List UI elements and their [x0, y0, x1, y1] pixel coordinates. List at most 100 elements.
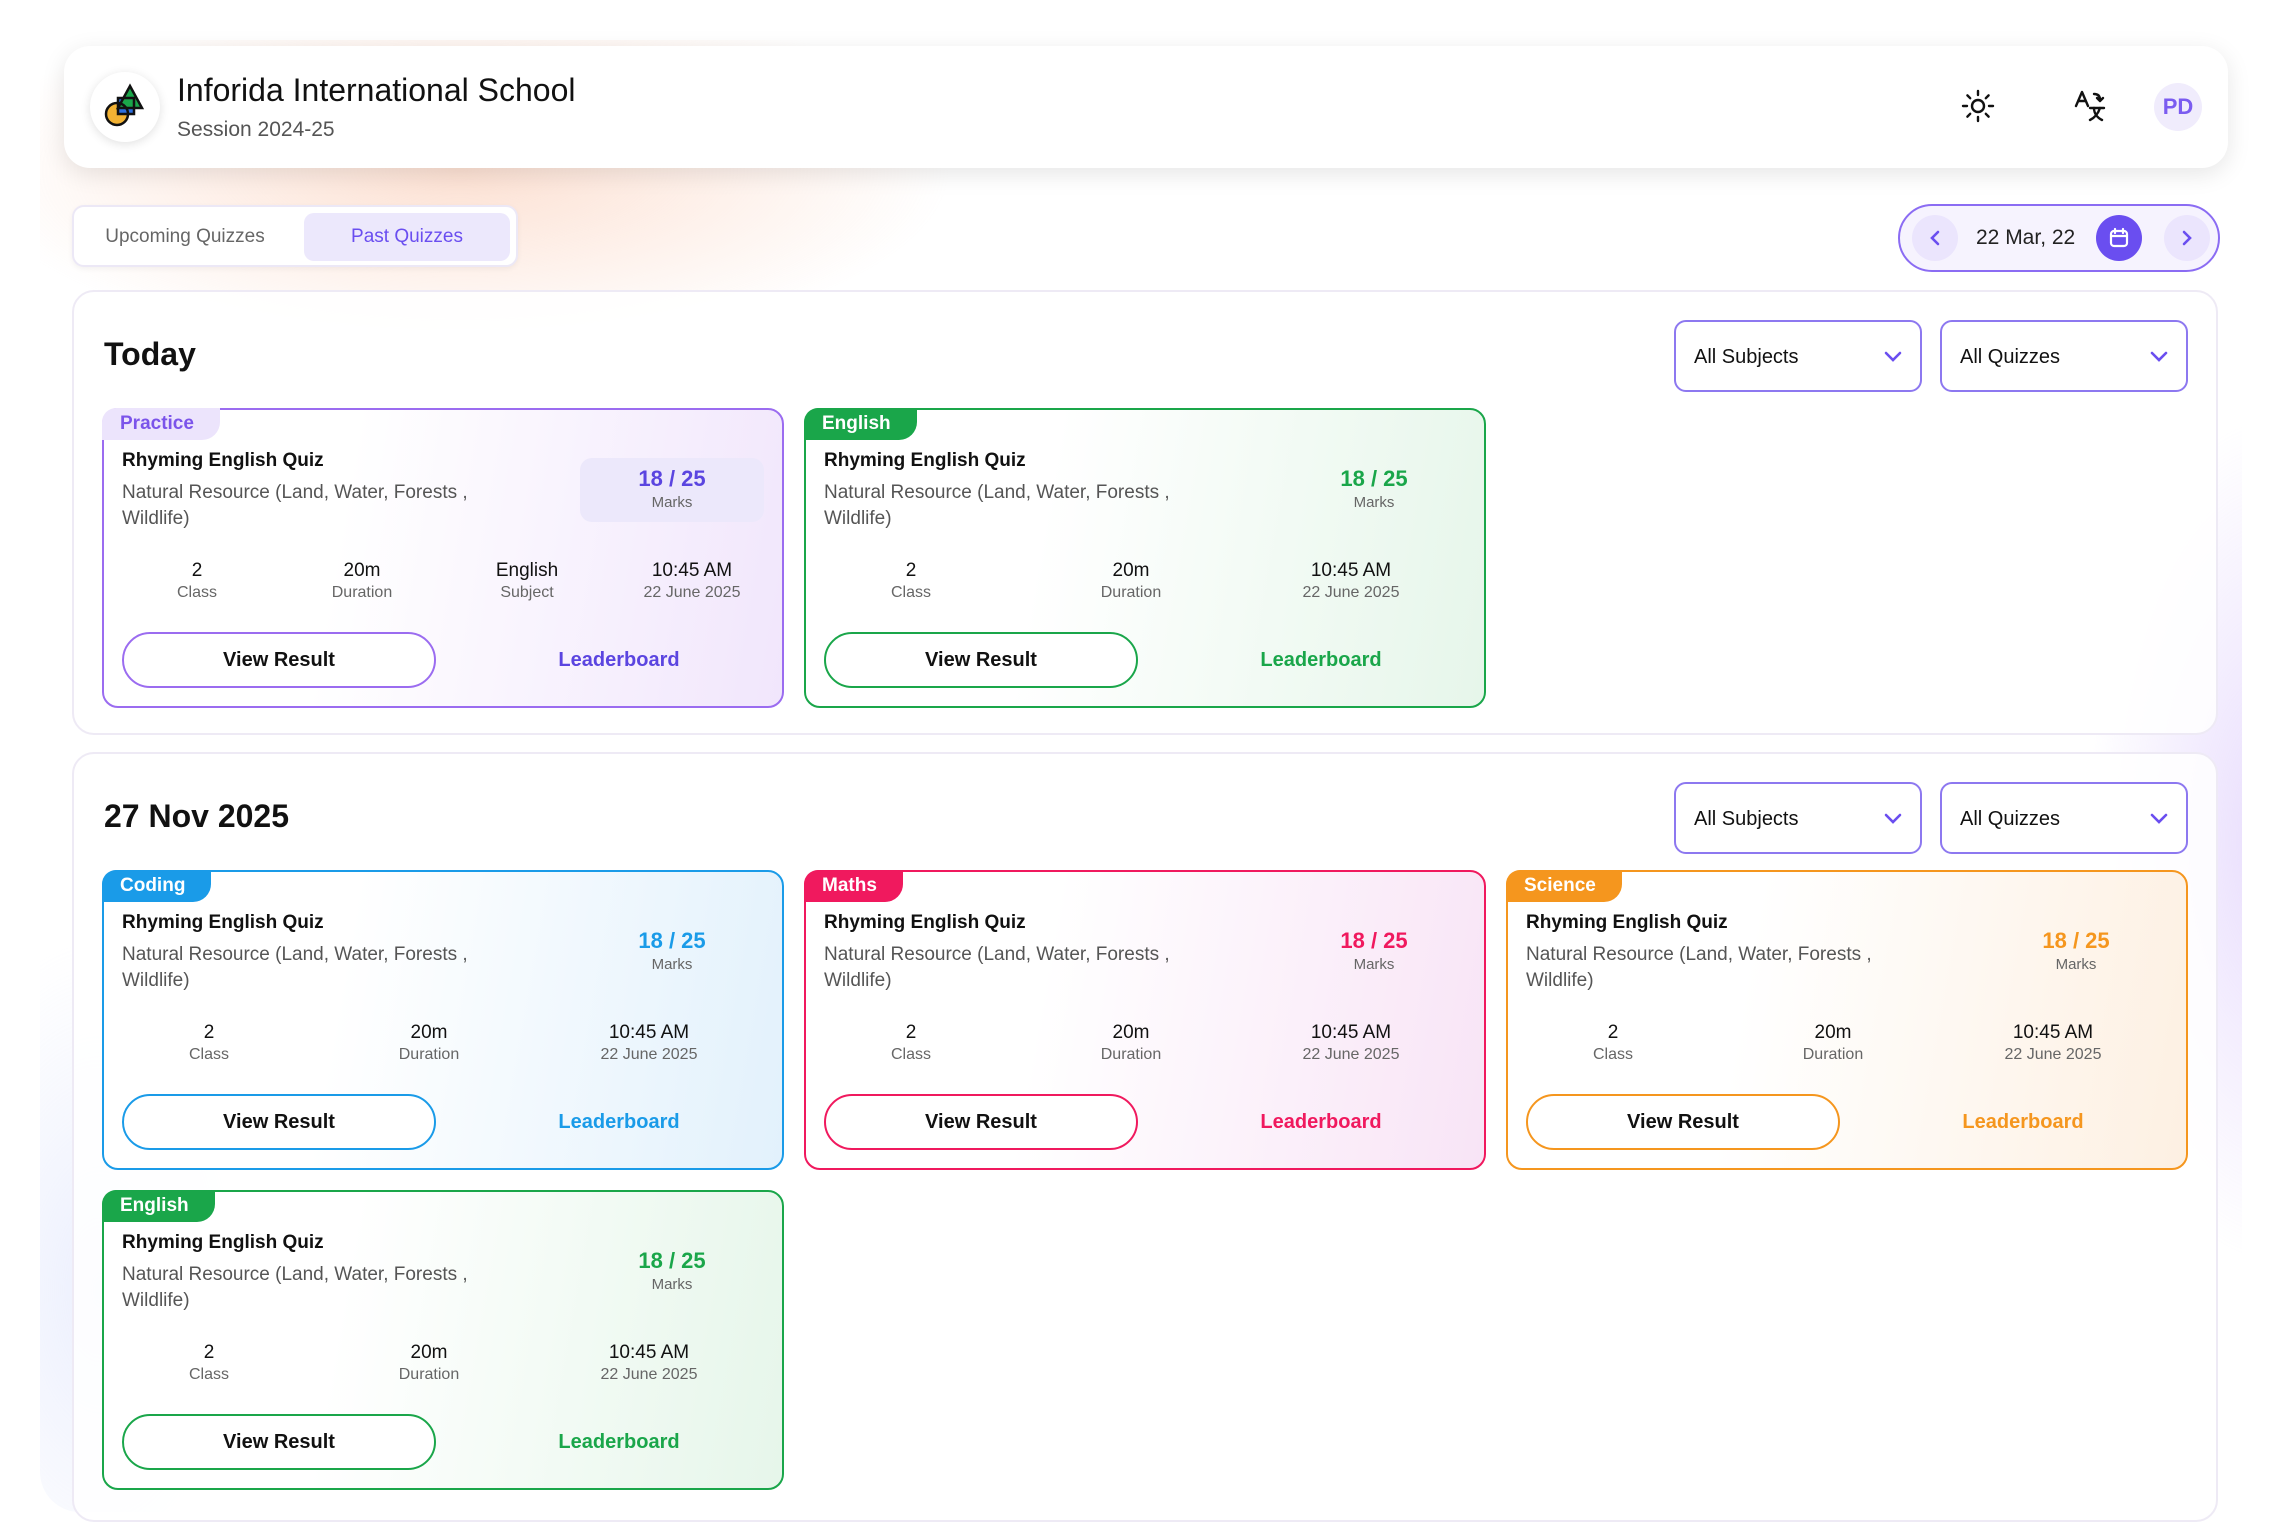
stat-value: 10:45 AM: [1310, 1022, 1392, 1043]
stat-time: 10:45 AM 22 June 2025: [574, 1022, 724, 1064]
sun-icon[interactable]: [1956, 84, 2000, 128]
subjects-dropdown-label: All Subjects: [1694, 346, 1799, 368]
app-header: Inforida International School Session 20…: [64, 46, 2228, 168]
stat-label: Class: [890, 584, 931, 601]
subject-tag: English: [804, 408, 917, 440]
quiz-title: Rhyming English Quiz: [1526, 912, 1728, 933]
quiz-card-practice: Practice Rhyming English Quiz Natural Re…: [102, 408, 784, 708]
stat-label: Class: [1592, 1046, 1633, 1063]
marks-value: 18 / 25: [638, 466, 706, 491]
leaderboard-link[interactable]: Leaderboard: [1260, 1110, 1382, 1133]
marks-label: Marks: [651, 494, 693, 511]
stat-value: 2: [905, 1022, 917, 1043]
stat-class: 2 Class: [836, 560, 986, 602]
stat-label: Class: [188, 1366, 229, 1383]
date-value: 22 Mar, 22: [1976, 226, 2076, 249]
quiz-card-science: Science Rhyming English Quiz Natural Res…: [1506, 870, 2188, 1170]
calendar-icon[interactable]: [2096, 215, 2142, 261]
stat-value: 20m: [343, 560, 381, 581]
stat-duration: 20m Duration: [1056, 1022, 1206, 1064]
stat-time: 10:45 AM 22 June 2025: [574, 1342, 724, 1384]
leaderboard-link[interactable]: Leaderboard: [558, 648, 680, 671]
quiz-description: Natural Resource (Land, Water, Forests ,…: [1526, 944, 1872, 991]
quizzes-dropdown[interactable]: All Quizzes: [1940, 320, 2188, 392]
stat-value: 20m: [1112, 560, 1150, 581]
marks-value: 18 / 25: [1340, 928, 1408, 953]
leaderboard-link[interactable]: Leaderboard: [558, 1430, 680, 1453]
stat-time: 10:45 AM 22 June 2025: [1276, 1022, 1426, 1064]
stat-label: 22 June 2025: [643, 584, 741, 601]
view-result-button[interactable]: View Result: [824, 1094, 1138, 1150]
stat-value: 10:45 AM: [608, 1022, 690, 1043]
subjects-dropdown-label: All Subjects: [1694, 808, 1799, 830]
quiz-card-english: English Rhyming English Quiz Natural Res…: [102, 1190, 784, 1490]
quizzes-dropdown[interactable]: All Quizzes: [1940, 782, 2188, 854]
session-label: Session 2024-25: [177, 118, 335, 141]
subject-tag: English: [102, 1190, 215, 1222]
stat-value: English: [495, 560, 559, 581]
stat-label: Duration: [331, 584, 393, 601]
subjects-dropdown[interactable]: All Subjects: [1674, 320, 1922, 392]
stat-label: 22 June 2025: [1302, 1046, 1400, 1063]
date-picker: 22 Mar, 22: [1898, 204, 2220, 272]
quiz-card-coding: Coding Rhyming English Quiz Natural Reso…: [102, 870, 784, 1170]
chevron-down-icon: [2150, 351, 2168, 362]
view-result-button[interactable]: View Result: [122, 1094, 436, 1150]
quiz-title: Rhyming English Quiz: [122, 912, 324, 933]
stat-subject: English Subject: [452, 560, 602, 602]
marks-box: 18 / 25 Marks: [1282, 920, 1466, 984]
leaderboard-link[interactable]: Leaderboard: [1962, 1110, 2084, 1133]
subject-tag: Coding: [102, 870, 212, 902]
avatar[interactable]: PD: [2154, 83, 2202, 131]
stat-class: 2 Class: [1538, 1022, 1688, 1064]
marks-value: 18 / 25: [638, 1248, 706, 1273]
quizzes-dropdown-label: All Quizzes: [1960, 808, 2061, 830]
chevron-left-icon[interactable]: [1912, 215, 1958, 261]
quiz-title: Rhyming English Quiz: [824, 912, 1026, 933]
view-result-button[interactable]: View Result: [824, 632, 1138, 688]
stat-duration: 20m Duration: [1056, 560, 1206, 602]
section-27-nov-2025: 27 Nov 2025 All Subjects All Quizzes Cod…: [72, 752, 2218, 1522]
view-result-button[interactable]: View Result: [122, 632, 436, 688]
subject-tag: Practice: [102, 408, 220, 440]
stat-class: 2 Class: [134, 1022, 284, 1064]
stat-value: 20m: [1112, 1022, 1150, 1043]
stat-label: Duration: [398, 1046, 460, 1063]
chevron-down-icon: [1884, 351, 1902, 362]
subject-tag: Science: [1506, 870, 1622, 902]
stat-value: 2: [191, 560, 203, 581]
stat-label: Duration: [1100, 584, 1162, 601]
marks-label: Marks: [2055, 956, 2097, 973]
stat-value: 10:45 AM: [1310, 560, 1392, 581]
stat-time: 10:45 AM 22 June 2025: [617, 560, 767, 602]
marks-label: Marks: [651, 956, 693, 973]
tab-upcoming-quizzes[interactable]: Upcoming Quizzes: [105, 226, 265, 247]
tab-past-quizzes[interactable]: Past Quizzes: [304, 213, 510, 261]
chevron-down-icon: [2150, 813, 2168, 824]
quiz-title: Rhyming English Quiz: [824, 450, 1026, 471]
marks-value: 18 / 25: [638, 928, 706, 953]
marks-box: 18 / 25 Marks: [1282, 458, 1466, 522]
stat-duration: 20m Duration: [354, 1342, 504, 1384]
quiz-description: Natural Resource (Land, Water, Forests ,…: [824, 944, 1170, 991]
stat-label: Duration: [398, 1366, 460, 1383]
translate-icon[interactable]: [2068, 84, 2112, 128]
view-result-button[interactable]: View Result: [122, 1414, 436, 1470]
view-result-button[interactable]: View Result: [1526, 1094, 1840, 1150]
leaderboard-link[interactable]: Leaderboard: [558, 1110, 680, 1133]
stat-label: 22 June 2025: [600, 1046, 698, 1063]
quiz-description: Natural Resource (Land, Water, Forests ,…: [122, 482, 468, 529]
school-logo-icon: [90, 72, 160, 142]
stat-label: Class: [890, 1046, 931, 1063]
school-name: Inforida International School: [177, 72, 576, 108]
stat-value: 2: [905, 560, 917, 581]
stat-label: Duration: [1802, 1046, 1864, 1063]
quiz-description: Natural Resource (Land, Water, Forests ,…: [122, 1264, 468, 1311]
leaderboard-link[interactable]: Leaderboard: [1260, 648, 1382, 671]
subjects-dropdown[interactable]: All Subjects: [1674, 782, 1922, 854]
marks-value: 18 / 25: [2042, 928, 2110, 953]
chevron-right-icon[interactable]: [2164, 215, 2210, 261]
stat-label: 22 June 2025: [2004, 1046, 2102, 1063]
marks-box: 18 / 25 Marks: [580, 1240, 764, 1304]
quiz-title: Rhyming English Quiz: [122, 1232, 324, 1253]
